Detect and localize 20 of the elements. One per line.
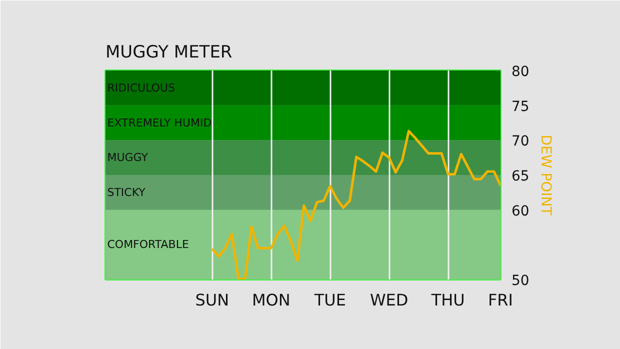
y-tick-label: 60 <box>512 203 530 220</box>
band-label: MUGGY <box>107 151 148 164</box>
x-tick-label: SUN <box>195 290 230 310</box>
y-tick-label: 50 <box>512 273 530 289</box>
y-tick-label: 75 <box>512 98 530 115</box>
x-tick-label: FRI <box>488 290 514 310</box>
y-axis-title: DEW POINT <box>537 134 554 216</box>
band-label: RIDICULOUS <box>107 81 176 94</box>
x-tick-label: THU <box>430 290 465 310</box>
band-label: STICKY <box>107 186 146 199</box>
chart-title: MUGGY METER <box>106 42 232 62</box>
y-tick-label: 80 <box>512 64 530 80</box>
y-tick-label: 70 <box>512 134 530 150</box>
x-tick-label: WED <box>370 290 408 310</box>
x-tick-label: MON <box>252 290 290 310</box>
band-label: EXTREMELY HUMID <box>107 116 212 130</box>
x-tick-label: TUE <box>313 290 346 310</box>
band-label: COMFORTABLE <box>107 238 189 252</box>
y-tick-label: 65 <box>512 168 530 184</box>
line-series <box>210 130 500 280</box>
